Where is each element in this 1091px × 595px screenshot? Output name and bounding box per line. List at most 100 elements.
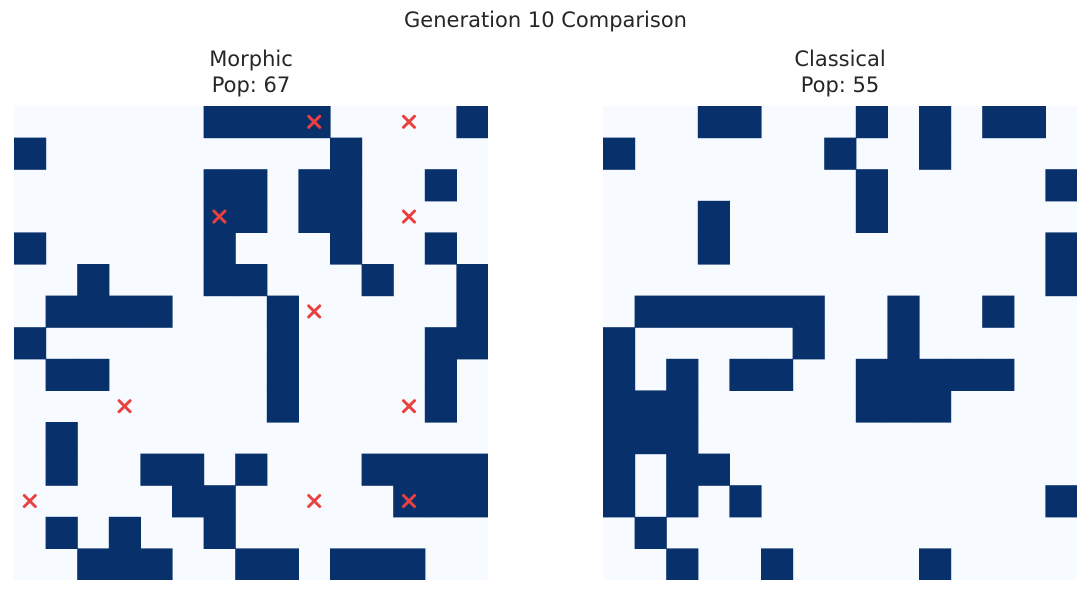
morphic-live-cell (361, 548, 394, 580)
morphic-live-cell (172, 485, 205, 518)
morphic-marker-x (22, 494, 37, 508)
morphic-live-cell (45, 453, 78, 486)
morphic-live-cell (203, 264, 236, 297)
morphic-live-cell (424, 169, 457, 202)
morphic-live-cell (45, 516, 78, 549)
classical-live-cell (729, 106, 762, 139)
classical-population-label: Pop: 55 (800, 73, 880, 97)
morphic-live-cell (330, 169, 363, 202)
morphic-live-cell (203, 232, 236, 265)
morphic-grid-heatmap (14, 106, 488, 580)
morphic-live-cell (235, 264, 268, 297)
classical-title: Classical (794, 47, 886, 71)
classical-live-cell (855, 358, 888, 391)
classical-live-cell (634, 390, 667, 423)
morphic-title: Morphic (209, 47, 293, 71)
classical-live-cell (729, 295, 762, 328)
morphic-live-cell (235, 169, 268, 202)
morphic-live-cell (203, 485, 236, 518)
classical-live-cell (824, 137, 857, 170)
classical-live-cell (666, 358, 699, 391)
morphic-live-cell (266, 548, 299, 580)
morphic-live-cell (456, 295, 488, 328)
morphic-live-cell (330, 200, 363, 233)
morphic-marker-x (117, 399, 132, 414)
morphic-marker-x (402, 399, 416, 414)
morphic-live-cell (77, 295, 110, 328)
morphic-live-cell (456, 264, 488, 297)
morphic-live-cell (203, 106, 236, 139)
classical-live-cell (697, 295, 730, 328)
classical-live-cell (697, 232, 730, 265)
classical-live-cell (887, 390, 920, 423)
classical-live-cell (634, 295, 667, 328)
classical-live-cell (697, 106, 730, 139)
classical-grid-heatmap (603, 106, 1077, 580)
morphic-live-cell (14, 232, 47, 265)
classical-live-cell (855, 169, 888, 202)
classical-live-cell (887, 327, 920, 360)
morphic-marker-x (402, 494, 416, 508)
morphic-marker-x (402, 114, 416, 129)
morphic-live-cell (298, 200, 331, 233)
morphic-live-cell (140, 453, 173, 486)
morphic-live-cell (235, 106, 268, 139)
morphic-live-cell (14, 137, 47, 170)
classical-live-cell (1045, 264, 1077, 297)
classical-live-cell (603, 137, 636, 170)
morphic-marker-x (307, 114, 322, 129)
classical-live-cell (919, 390, 952, 423)
classical-live-cell (603, 390, 636, 423)
morphic-live-cell (330, 548, 363, 580)
classical-live-cell (1013, 106, 1046, 139)
morphic-live-cell (424, 358, 457, 391)
morphic-live-cell (393, 453, 426, 486)
morphic-live-cell (424, 390, 457, 423)
morphic-live-cell (266, 358, 299, 391)
classical-live-cell (634, 422, 667, 455)
morphic-live-cell (140, 548, 173, 580)
morphic-live-cell (266, 327, 299, 360)
classical-live-cell (603, 422, 636, 455)
classical-live-cell (855, 390, 888, 423)
morphic-live-cell (424, 327, 457, 360)
morphic-live-cell (393, 548, 426, 580)
classical-live-cell (666, 422, 699, 455)
morphic-live-cell (266, 106, 299, 139)
morphic-live-cell (424, 232, 457, 265)
classical-live-cell (666, 453, 699, 486)
classical-live-cell (761, 295, 794, 328)
morphic-live-cell (456, 453, 488, 486)
classical-live-cell (792, 327, 825, 360)
morphic-live-cell (108, 548, 141, 580)
morphic-live-cell (456, 485, 488, 518)
morphic-live-cell (424, 453, 457, 486)
morphic-live-cell (77, 264, 110, 297)
morphic-live-cell (456, 327, 488, 360)
morphic-live-cell (361, 453, 394, 486)
classical-live-cell (982, 295, 1015, 328)
classical-live-cell (761, 548, 794, 580)
classical-live-cell (603, 453, 636, 486)
morphic-live-cell (77, 548, 110, 580)
morphic-live-cell (456, 106, 488, 139)
morphic-live-cell (203, 169, 236, 202)
morphic-marker-x (212, 209, 227, 224)
classical-live-cell (603, 485, 636, 518)
morphic-panel-title: Morphic Pop: 67 (14, 46, 488, 98)
classical-panel-title: Classical Pop: 55 (603, 46, 1077, 98)
morphic-live-cell (45, 422, 78, 455)
classical-live-cell (729, 358, 762, 391)
classical-live-cell (982, 358, 1015, 391)
morphic-live-cell (266, 295, 299, 328)
morphic-live-cell (235, 548, 268, 580)
morphic-live-cell (108, 516, 141, 549)
morphic-live-cell (45, 358, 78, 391)
morphic-live-cell (235, 200, 268, 233)
morphic-live-cell (298, 169, 331, 202)
classical-live-cell (1045, 232, 1077, 265)
classical-live-cell (1045, 485, 1077, 518)
morphic-live-cell (330, 232, 363, 265)
classical-live-cell (729, 485, 762, 518)
classical-live-cell (887, 358, 920, 391)
